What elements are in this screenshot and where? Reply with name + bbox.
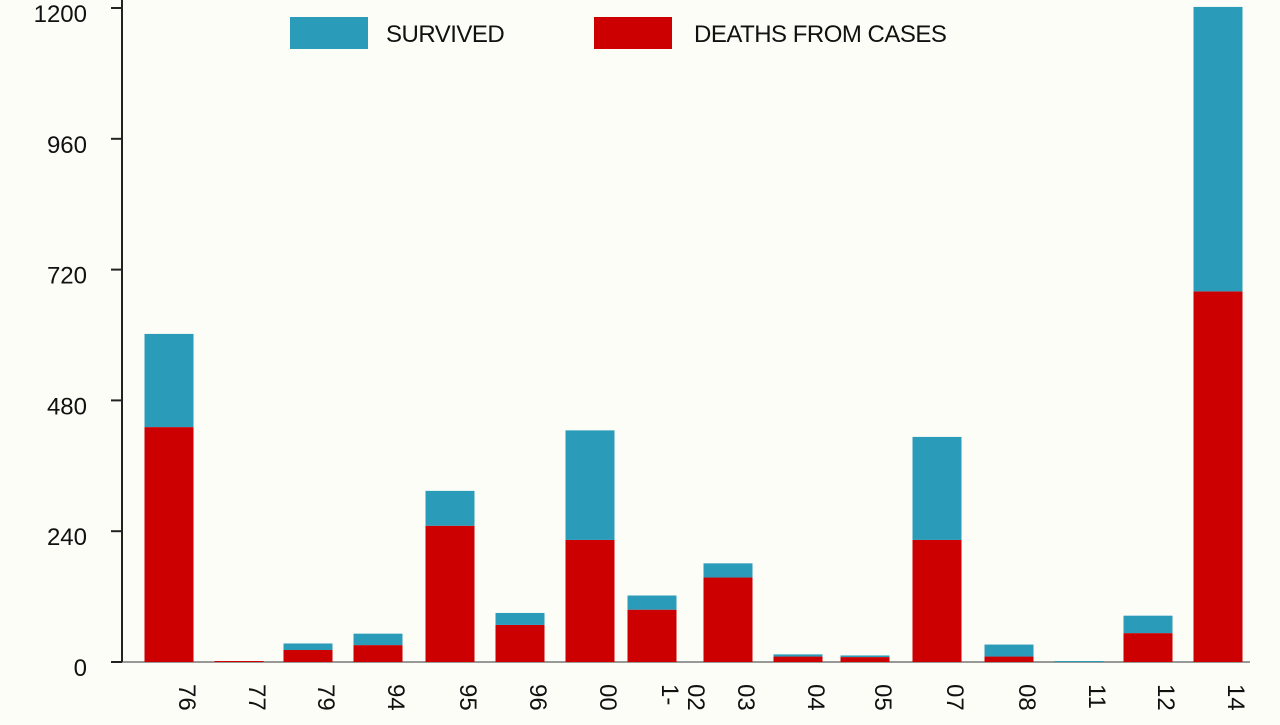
x-tick-label: 08 — [1013, 684, 1040, 711]
y-tick-label: 480 — [47, 393, 87, 420]
bar-deaths-from-cases — [627, 609, 677, 662]
bar-deaths-from-cases — [565, 539, 615, 662]
y-tick-label: 960 — [47, 132, 87, 159]
x-tick-label-group: 79 — [312, 684, 339, 711]
x-tick-label: 02 — [682, 684, 709, 711]
x-tick-label-group: 05 — [869, 684, 896, 711]
x-tick-label: 76 — [173, 684, 200, 711]
x-tick-label-group: 12 — [1152, 684, 1179, 711]
x-tick-label: 05 — [869, 684, 896, 711]
y-tick-label: 1200 — [34, 1, 87, 28]
x-tick-label: 04 — [802, 684, 829, 711]
bar-survived — [1123, 615, 1173, 634]
bar-survived — [353, 633, 403, 646]
x-tick-label: 79 — [312, 684, 339, 711]
x-tick-label: 95 — [454, 684, 481, 711]
x-tick-label-group: 96 — [524, 684, 551, 711]
bar-survived — [703, 563, 753, 578]
bar-deaths-from-cases — [144, 427, 194, 662]
bar-survived — [144, 333, 194, 428]
bar-deaths-from-cases — [214, 661, 264, 662]
bar-deaths-from-cases — [840, 657, 890, 662]
axes: 0 240 480 720 960 1200 — [34, 0, 1250, 682]
legend: SURVIVED DEATHS FROM CASES — [290, 17, 947, 49]
x-tick-label: 07 — [941, 684, 968, 711]
x-tick-label-group: 11 — [1083, 684, 1110, 709]
x-tick-label: 1- — [656, 684, 683, 705]
bar-survived — [984, 644, 1034, 657]
x-tick-label-group: 14 — [1222, 684, 1249, 711]
bars: 76 77 79 94 95 96 00 1- 02 03 04 05 07 08 11 12 14 — [144, 6, 1249, 711]
bar-survived — [495, 612, 545, 625]
x-tick-label: 94 — [382, 684, 409, 711]
x-tick-label: 12 — [1152, 684, 1179, 711]
x-tick-label-group: 07 — [941, 684, 968, 711]
y-tick-label: 240 — [47, 524, 87, 551]
bar-survived — [773, 654, 823, 657]
bar-deaths-from-cases — [773, 656, 823, 662]
bar-deaths-from-cases — [495, 624, 545, 662]
x-tick-label-group: 03 — [732, 684, 759, 711]
x-tick-label: 00 — [594, 684, 621, 711]
x-tick-label: 77 — [243, 684, 270, 711]
x-tick-label-group: 77 — [243, 684, 270, 711]
bar-survived — [912, 436, 962, 540]
bar-survived — [840, 655, 890, 658]
x-tick-label: 96 — [524, 684, 551, 711]
y-tick-label: 720 — [47, 263, 87, 290]
x-tick-label-group: 00 — [594, 684, 621, 711]
bar-deaths-from-cases — [1123, 633, 1173, 662]
bar-deaths-from-cases — [912, 539, 962, 662]
bar-deaths-from-cases — [425, 525, 475, 662]
bar-deaths-from-cases — [1193, 291, 1243, 662]
bar-deaths-from-cases — [703, 577, 753, 662]
bar-deaths-from-cases — [283, 650, 333, 662]
bar-survived — [627, 595, 677, 610]
legend-label-survived: SURVIVED — [386, 21, 504, 48]
x-tick-label-group: 1- 02 — [656, 684, 709, 711]
legend-label-deaths-from-cases: DEATHS FROM CASES — [694, 21, 946, 48]
x-tick-label: 11 — [1083, 684, 1110, 709]
bar-survived — [1054, 661, 1104, 662]
legend-swatch-survived — [290, 17, 368, 49]
x-tick-label-group: 04 — [802, 684, 829, 711]
bar-deaths-from-cases — [984, 656, 1034, 662]
bar-survived — [425, 490, 475, 526]
x-tick-label: 03 — [732, 684, 759, 711]
legend-swatch-deaths-from-cases — [594, 17, 672, 49]
bar-survived — [565, 430, 615, 540]
bar-survived — [283, 643, 333, 651]
x-tick-label-group: 08 — [1013, 684, 1040, 711]
bar-survived — [1193, 6, 1243, 292]
x-tick-label: 14 — [1222, 684, 1249, 711]
x-tick-label-group: 76 — [173, 684, 200, 711]
y-tick-label: 0 — [74, 655, 87, 682]
x-tick-label-group: 94 — [382, 684, 409, 711]
x-tick-label-group: 95 — [454, 684, 481, 711]
bar-deaths-from-cases — [353, 645, 403, 662]
